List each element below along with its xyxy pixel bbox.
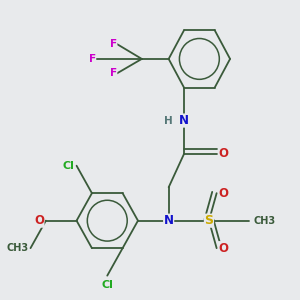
Text: S: S: [205, 214, 214, 227]
Text: CH3: CH3: [7, 243, 28, 253]
Text: O: O: [219, 242, 229, 255]
Text: Cl: Cl: [63, 161, 75, 171]
Text: H: H: [164, 116, 172, 126]
Text: Cl: Cl: [101, 280, 113, 290]
Text: O: O: [219, 187, 229, 200]
Text: O: O: [34, 214, 44, 227]
Text: F: F: [88, 54, 96, 64]
Text: N: N: [179, 114, 189, 127]
Text: F: F: [110, 68, 117, 78]
Text: O: O: [219, 147, 229, 161]
Text: N: N: [164, 214, 174, 227]
Text: CH3: CH3: [253, 216, 275, 226]
Text: F: F: [110, 39, 117, 49]
